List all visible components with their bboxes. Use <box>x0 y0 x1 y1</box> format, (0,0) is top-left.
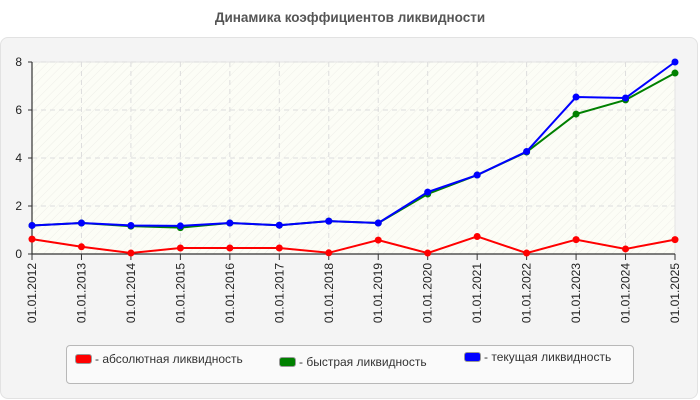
data-point[interactable] <box>473 232 481 240</box>
data-point[interactable] <box>28 221 36 229</box>
data-point[interactable] <box>77 243 85 251</box>
x-tick-label: 01.01.2025 <box>668 263 682 323</box>
x-tick-label: 01.01.2023 <box>569 263 583 323</box>
y-tick-label: 4 <box>15 151 22 165</box>
chart-title: Динамика коэффициентов ликвидности <box>214 10 486 25</box>
series-lines <box>28 58 679 257</box>
x-tick-label: 01.01.2021 <box>470 263 484 323</box>
y-tick-label: 2 <box>15 199 22 213</box>
x-tick-label: 01.01.2022 <box>520 263 534 323</box>
axis-labels: 0 2 4 6 8 01.01.2012 01.01.2013 01.01.2014 01.01… <box>15 55 682 323</box>
legend-item-current[interactable]: - текущая ликвидность <box>464 350 611 364</box>
data-point[interactable] <box>325 217 333 225</box>
y-tick-label: 8 <box>15 55 22 69</box>
data-point[interactable] <box>622 245 630 253</box>
x-tick-label: 01.01.2020 <box>421 263 435 323</box>
series-line <box>31 61 676 227</box>
x-tick-label: 01.01.2013 <box>74 263 88 323</box>
data-point[interactable] <box>572 93 580 101</box>
data-point[interactable] <box>127 221 135 229</box>
data-point[interactable] <box>622 94 630 102</box>
x-tick-label: 01.01.2012 <box>25 263 39 323</box>
series-line <box>31 235 676 255</box>
legend-swatch-red <box>75 354 92 364</box>
data-point[interactable] <box>176 222 184 230</box>
x-tick-label: 01.01.2014 <box>124 263 138 323</box>
data-point[interactable] <box>572 236 580 244</box>
data-point[interactable] <box>226 219 234 227</box>
data-point[interactable] <box>226 244 234 252</box>
y-tick-label: 0 <box>15 247 22 261</box>
data-point[interactable] <box>374 219 382 227</box>
x-tick-label: 01.01.2018 <box>322 263 336 323</box>
legend-label: - текущая ликвидность <box>484 350 612 364</box>
data-point[interactable] <box>374 236 382 244</box>
data-point[interactable] <box>275 221 283 229</box>
data-point[interactable] <box>671 236 679 244</box>
legend-item-quick[interactable]: - быстрая ликвидность <box>279 355 427 369</box>
data-point[interactable] <box>473 171 481 179</box>
legend: - абсолютная ликвидность - быстрая ликви… <box>66 345 634 384</box>
y-tick-label: 6 <box>15 103 22 117</box>
x-tick-label: 01.01.2024 <box>619 263 633 323</box>
legend-label: - абсолютная ликвидность <box>95 352 243 366</box>
x-tick-label: 01.01.2015 <box>173 263 187 323</box>
data-point[interactable] <box>325 249 333 257</box>
data-point[interactable] <box>424 249 432 257</box>
data-point[interactable] <box>523 249 531 257</box>
legend-item-absolute[interactable]: - абсолютная ликвидность <box>75 352 243 366</box>
data-point[interactable] <box>671 69 679 77</box>
data-point[interactable] <box>671 58 679 66</box>
data-point[interactable] <box>176 244 184 252</box>
legend-label: - быстрая ликвидность <box>299 355 427 369</box>
data-point[interactable] <box>127 249 135 257</box>
data-point[interactable] <box>275 244 283 252</box>
data-point[interactable] <box>572 110 580 118</box>
gridlines <box>32 61 675 254</box>
data-point[interactable] <box>28 235 36 243</box>
x-tick-label: 01.01.2019 <box>371 263 385 323</box>
legend-swatch-green <box>279 357 296 367</box>
data-point[interactable] <box>523 148 531 156</box>
data-point[interactable] <box>424 188 432 196</box>
legend-swatch-blue <box>464 352 481 362</box>
x-tick-label: 01.01.2017 <box>272 263 286 323</box>
x-tick-label: 01.01.2016 <box>223 263 237 323</box>
data-point[interactable] <box>77 219 85 227</box>
